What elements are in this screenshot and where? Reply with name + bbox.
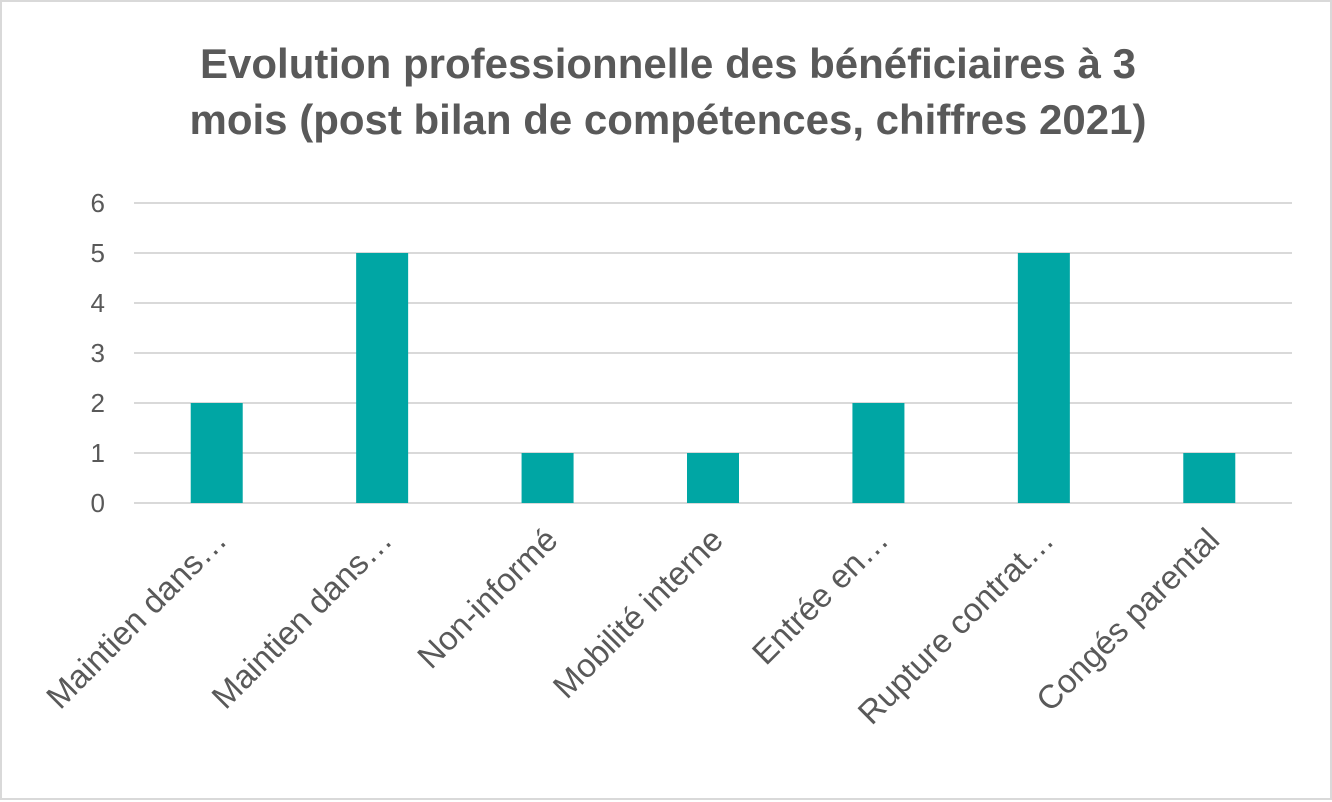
chart-title-line-2: mois (post bilan de compétences, chiffre… <box>189 96 1147 143</box>
bar-6 <box>1017 253 1070 503</box>
chart-title: Evolution professionnelle des bénéficiai… <box>2 36 1332 148</box>
x-category-label: Entrée en… <box>745 521 896 672</box>
gridlines <box>134 202 1292 504</box>
x-category-label: Congés parental <box>1029 521 1226 718</box>
x-category-label: Mobilité interne <box>546 521 730 705</box>
y-tick-label: 2 <box>91 388 105 418</box>
y-tick-label: 0 <box>91 488 105 518</box>
bar-1 <box>190 403 243 503</box>
y-tick-label: 1 <box>91 438 105 468</box>
x-category-label: Non-informé <box>410 521 565 676</box>
y-axis-tick-labels: 0 1 2 3 4 5 6 <box>91 188 105 518</box>
y-tick-label: 6 <box>91 188 105 218</box>
bar-3 <box>521 453 574 503</box>
x-axis-category-labels: Maintien dans…Maintien dans… Non-informéM… <box>39 521 1226 731</box>
bar-7 <box>1183 453 1236 503</box>
x-category-label: Maintien dans… <box>204 521 399 716</box>
x-category-label: Maintien dans… <box>39 521 234 716</box>
y-tick-label: 4 <box>91 288 105 318</box>
bar-5 <box>852 403 905 503</box>
bars <box>190 253 1236 503</box>
bar-2 <box>356 253 409 503</box>
chart-title-line-1: Evolution professionnelle des bénéficiai… <box>200 40 1136 87</box>
y-tick-label: 5 <box>91 238 105 268</box>
y-tick-label: 3 <box>91 338 105 368</box>
bar-4 <box>687 453 739 503</box>
